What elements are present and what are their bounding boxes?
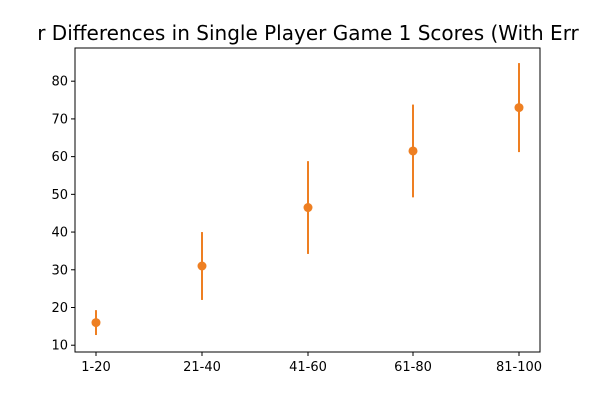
x-tick-label: 61-80 <box>394 360 432 375</box>
y-axis: 10 20 30 40 50 60 70 80 <box>51 75 75 354</box>
y-tick-label: 60 <box>51 150 68 165</box>
data-point <box>303 203 313 213</box>
y-tick-label: 70 <box>51 112 68 127</box>
x-tick-label: 21-40 <box>183 360 221 375</box>
data-point <box>514 103 524 113</box>
data-point <box>197 261 207 271</box>
chart-title: r Differences in Single Player Game 1 Sc… <box>37 21 579 45</box>
y-tick-label: 40 <box>51 226 68 241</box>
data-point <box>91 318 101 328</box>
y-tick-label: 20 <box>51 301 68 316</box>
data-series <box>91 63 524 336</box>
data-point <box>408 146 418 156</box>
y-tick-label: 30 <box>51 263 68 278</box>
x-tick-label: 41-60 <box>289 360 327 375</box>
x-tick-label: 81-100 <box>496 360 542 375</box>
x-axis: 1-20 21-40 41-60 61-80 81-100 <box>81 352 542 375</box>
y-tick-label: 80 <box>51 75 68 90</box>
y-tick-label: 10 <box>51 339 68 354</box>
x-tick-label: 1-20 <box>81 360 111 375</box>
y-tick-label: 50 <box>51 188 68 203</box>
